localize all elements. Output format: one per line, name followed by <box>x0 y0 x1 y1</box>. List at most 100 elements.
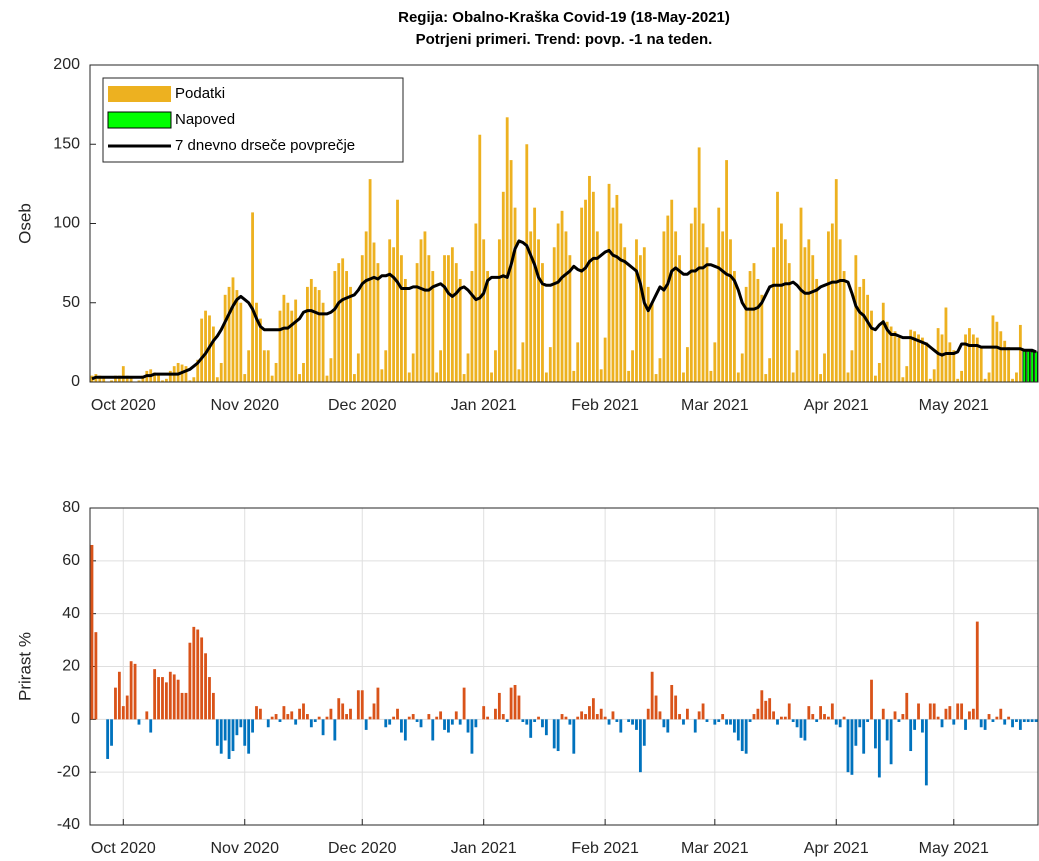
bar <box>971 334 975 382</box>
bar <box>595 714 599 720</box>
bar <box>560 714 564 720</box>
bar <box>975 337 979 382</box>
bar <box>823 353 826 382</box>
bar <box>940 334 944 382</box>
bar <box>129 377 133 382</box>
bar <box>239 719 243 728</box>
bar <box>513 684 517 720</box>
bar <box>697 147 701 382</box>
bar <box>356 690 360 720</box>
bar <box>227 719 231 759</box>
bar <box>776 191 779 382</box>
bar <box>991 315 995 382</box>
bar <box>909 719 913 752</box>
bar <box>838 239 842 382</box>
bar <box>447 719 450 733</box>
bar <box>121 706 125 720</box>
bar <box>799 719 803 738</box>
bar <box>243 719 247 746</box>
bar <box>823 714 826 720</box>
bar <box>666 215 670 382</box>
chart-title: Regija: Obalno-Kraška Covid-19 (18-May-2… <box>398 9 730 26</box>
bar <box>584 199 587 382</box>
bar <box>556 719 560 752</box>
bar <box>874 719 877 749</box>
bar <box>701 703 705 720</box>
bar <box>117 671 121 720</box>
bar <box>987 714 991 720</box>
bar <box>893 711 897 720</box>
bar <box>917 703 920 720</box>
bar <box>987 372 991 382</box>
bar <box>474 223 478 382</box>
bar <box>685 347 689 382</box>
bar <box>799 207 803 382</box>
bar <box>760 690 764 720</box>
bar <box>827 231 830 382</box>
bar <box>110 719 113 746</box>
bar <box>560 210 564 382</box>
bar <box>795 350 799 382</box>
bar <box>705 719 709 722</box>
bar <box>164 682 168 720</box>
bar <box>247 719 251 754</box>
bar <box>137 380 141 382</box>
bar <box>415 263 419 382</box>
bar <box>486 271 490 382</box>
bar <box>513 207 517 382</box>
bar <box>662 719 666 728</box>
bar <box>631 350 634 382</box>
bar <box>944 708 948 720</box>
bar <box>450 247 454 382</box>
y-tick-label: -40 <box>57 816 80 833</box>
bar <box>294 719 298 725</box>
bar <box>141 375 145 382</box>
bar <box>266 719 270 728</box>
y-axis-label: Oseb <box>15 203 34 244</box>
bar <box>889 719 893 765</box>
legend-swatch <box>107 111 172 129</box>
bar <box>956 378 960 382</box>
bar <box>474 719 478 728</box>
bar <box>188 380 192 382</box>
bar <box>787 703 791 720</box>
bar <box>588 706 591 720</box>
bar <box>337 263 341 382</box>
bar <box>333 719 337 741</box>
bar <box>353 374 356 382</box>
legend-label: 7 dnevno drseče povprečje <box>175 137 355 154</box>
bar <box>1034 719 1038 722</box>
bar <box>400 255 403 382</box>
bar <box>1030 719 1034 722</box>
bar <box>913 719 917 730</box>
bar <box>470 271 474 382</box>
x-tick-label: May 2021 <box>919 840 989 857</box>
bar <box>364 231 368 382</box>
bar <box>403 719 407 741</box>
bar <box>991 719 995 722</box>
bar <box>979 347 983 382</box>
bar <box>717 719 721 722</box>
bar <box>760 294 764 382</box>
bar <box>392 716 396 720</box>
bar <box>588 175 591 382</box>
bar <box>235 290 239 382</box>
bar <box>443 255 446 382</box>
x-tick-label: Oct 2020 <box>91 397 156 414</box>
bar <box>388 719 392 725</box>
bar <box>709 370 713 382</box>
bar <box>251 212 254 382</box>
bar <box>901 714 905 720</box>
bar <box>830 223 834 382</box>
bar <box>466 353 470 382</box>
bar <box>525 144 529 382</box>
bar <box>756 708 760 720</box>
bar <box>627 719 631 722</box>
bar <box>341 258 345 382</box>
bar <box>870 310 873 382</box>
bar <box>932 369 936 382</box>
bar <box>815 278 819 382</box>
bar <box>744 719 748 754</box>
bar <box>133 663 137 720</box>
bar <box>748 719 752 722</box>
